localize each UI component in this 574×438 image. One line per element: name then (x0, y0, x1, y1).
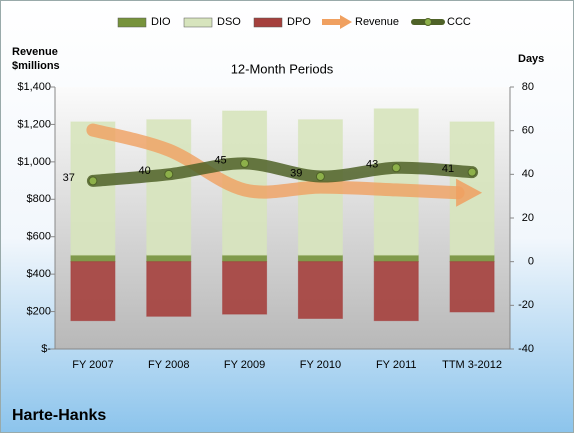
y2-tick-label: -40 (518, 343, 534, 355)
legend-label: Revenue (355, 16, 399, 28)
bar (222, 254, 268, 263)
x-tick-label: FY 2008 (148, 359, 189, 371)
ccc-marker (467, 167, 477, 177)
bar (146, 254, 192, 263)
y-axis-title: Revenue (12, 46, 58, 58)
y2-tick-label: 0 (528, 256, 534, 268)
legend-swatch (340, 15, 352, 29)
y2-tick-label: 20 (522, 212, 534, 224)
bar (373, 261, 419, 322)
plot-area (55, 87, 510, 349)
y2-tick-label: -20 (518, 299, 534, 311)
legend-swatch (117, 17, 147, 28)
bar (449, 261, 495, 313)
bar (297, 254, 343, 263)
ccc-marker (391, 163, 401, 173)
bar (297, 261, 343, 319)
legend-swatch (253, 17, 283, 28)
legend-label: DPO (287, 16, 311, 28)
y-tick-label: $200 (27, 305, 51, 317)
data-label: 41 (442, 163, 454, 175)
y-tick-label: $1,000 (17, 156, 51, 168)
legend-swatch (183, 17, 213, 28)
x-tick-label: TTM 3-2012 (442, 359, 502, 371)
bar (70, 254, 116, 263)
y-tick-label: $1,400 (17, 81, 51, 93)
y-tick-label: $600 (27, 231, 51, 243)
bar (70, 261, 116, 322)
y-tick-label: $400 (27, 268, 51, 280)
data-label: 45 (214, 154, 226, 166)
bar (70, 121, 116, 256)
data-label: 43 (366, 159, 378, 171)
bar (222, 261, 268, 315)
bar (449, 254, 495, 263)
revenue-arrow-shaft (86, 123, 465, 200)
ccc-marker (240, 158, 250, 168)
legend-swatch (424, 18, 432, 26)
y-tick-label: $- (41, 343, 51, 355)
y-tick-label: $1,200 (17, 118, 51, 130)
data-label: 40 (139, 165, 151, 177)
y2-tick-label: 60 (522, 125, 534, 137)
ccc-marker (88, 176, 98, 186)
x-tick-label: FY 2011 (376, 359, 417, 371)
bar (146, 119, 192, 256)
legend-label: CCC (447, 16, 471, 28)
legend-label: DIO (151, 16, 171, 28)
x-tick-label: FY 2007 (72, 359, 113, 371)
y2-tick-label: 80 (522, 81, 534, 93)
bar (373, 254, 419, 263)
y-tick-label: $800 (27, 193, 51, 205)
y2-tick-label: 40 (522, 168, 534, 180)
ccc-marker (164, 169, 174, 179)
data-label: 39 (290, 167, 302, 179)
x-tick-label: FY 2010 (300, 359, 341, 371)
y2-axis-title: Days (518, 53, 544, 65)
bar (146, 261, 192, 317)
revenue-arrowhead (456, 178, 483, 207)
legend-label: DSO (217, 16, 241, 28)
bar (373, 108, 419, 256)
ccc-marker (315, 172, 325, 182)
x-tick-label: FY 2009 (224, 359, 265, 371)
chart-title: 12-Month Periods (231, 61, 334, 76)
data-label: 37 (63, 172, 75, 184)
y-axis-title: $millions (12, 60, 60, 72)
company-name: Harte-Hanks (12, 407, 106, 424)
ccc-line (86, 157, 479, 187)
